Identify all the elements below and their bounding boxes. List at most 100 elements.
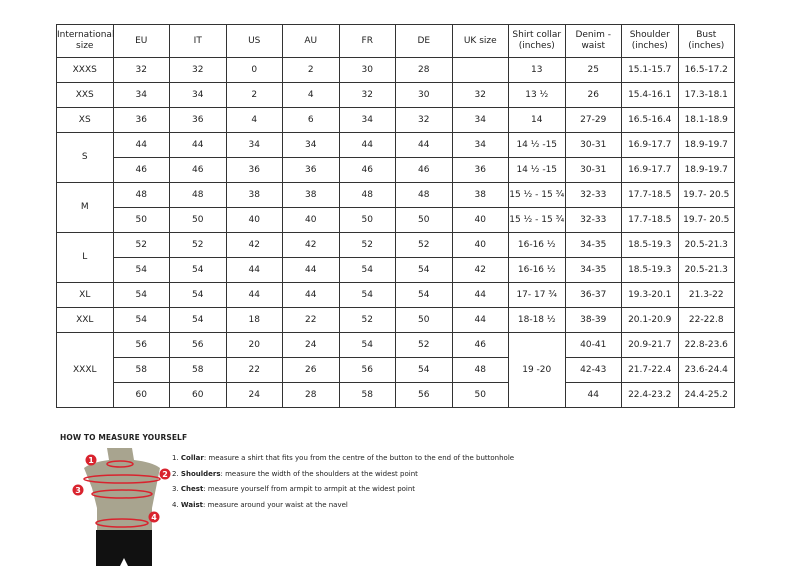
table-cell: 20.5-21.3: [677, 232, 735, 258]
table-cell: 34: [169, 82, 227, 108]
table-cell: 38: [225, 182, 283, 208]
size-chart-table: International size EU IT US AU FR DE UK size Shi…: [56, 24, 735, 408]
column-header: International size: [56, 24, 114, 58]
table-cell: 44: [451, 307, 509, 333]
table-cell: 17.7-18.5: [621, 182, 679, 208]
table-cell: 19.7- 20.5: [677, 207, 735, 233]
table-row: 54 54 44 44 54 54 42 16-16 ½ 34-35 18.5-19.3 20.5-…: [57, 257, 735, 283]
table-cell: 50: [169, 207, 227, 233]
table-cell: 22.8-23.6: [677, 332, 735, 358]
table-cell: 54: [395, 257, 453, 283]
table-row: XS 36 36 4 6 34 32 34 14 27-29 16.5-16.4 18.1-18.9: [56, 107, 735, 133]
table-cell: 16-16 ½: [508, 257, 566, 283]
marker-2: [159, 468, 171, 480]
table-cell: 34-35: [564, 232, 622, 258]
size-cell: XXS: [56, 82, 114, 108]
table-cell: 34: [451, 107, 509, 133]
table-cell: 24.4-25.2: [677, 382, 735, 408]
table-cell: 42: [225, 232, 283, 258]
table-cell: 16.5-17.2: [677, 57, 735, 83]
table-cell: 13: [508, 57, 566, 83]
table-cell: 32: [112, 57, 170, 83]
table-cell: 54: [169, 307, 227, 333]
table-cell: 34: [282, 132, 340, 158]
table-cell: 23.6-24.4: [677, 357, 735, 383]
table-cell: 46: [169, 157, 227, 183]
table-cell: 46: [395, 157, 453, 183]
column-header: UK size: [451, 24, 509, 58]
column-header: FR: [338, 24, 396, 58]
table-cell: 18.9-19.7: [677, 157, 735, 183]
table-cell: 54: [169, 257, 227, 283]
size-cell: M: [56, 182, 114, 233]
table-cell: 44: [282, 282, 340, 308]
marker-1: [85, 454, 97, 466]
table-cell: 22-22.8: [677, 307, 735, 333]
table-cell: 36: [169, 107, 227, 133]
table-cell: 14: [508, 107, 566, 133]
column-header: Bust (inches): [677, 24, 735, 58]
table-cell: 26: [564, 82, 622, 108]
table-cell: 50: [112, 207, 170, 233]
table-cell: 44: [225, 282, 283, 308]
marker-1-label: 1: [88, 456, 94, 465]
table-cell: 46: [338, 157, 396, 183]
table-cell: 30-31: [564, 132, 622, 158]
table-cell: 30-31: [564, 157, 622, 183]
table-cell: 60: [169, 382, 227, 408]
marker-3-label: 3: [75, 486, 81, 495]
step-waist: 4. Waist: measure around your waist at t…: [172, 500, 348, 509]
table-cell: 48: [395, 182, 453, 208]
table-cell: 56: [395, 382, 453, 408]
table-row: XL 54 54 44 44 54 54 44 17- 17 ¾ 36-37 19.3-20.1 21…: [56, 282, 735, 308]
table-cell: 44: [282, 257, 340, 283]
table-cell: 54: [338, 332, 396, 358]
table-cell: 48: [112, 182, 170, 208]
table-cell: 34-35: [564, 257, 622, 283]
table-cell: 16.9-17.7: [621, 132, 679, 158]
column-header: US: [225, 24, 283, 58]
table-cell: 14 ½ -15: [508, 157, 566, 183]
table-cell: 28: [395, 57, 453, 83]
table-cell: 2: [225, 82, 283, 108]
table-cell: 40-41: [564, 332, 622, 358]
table-cell: 42-43: [564, 357, 622, 383]
table-cell: [451, 57, 509, 83]
table-row: M 48 48 38 38 48 48 38 15 ½ - 15 ¾ 32-33 17.7-18.5…: [56, 182, 735, 233]
torso-measurement-illustration: 1 2 3 4: [72, 448, 171, 566]
step-shoulders: 2. Shoulders: measure the width of the s…: [172, 469, 418, 478]
table-cell: 54: [169, 282, 227, 308]
table-cell: 36: [451, 157, 509, 183]
table-cell: 34: [112, 82, 170, 108]
table-row: 58 58 22 26 56 54 48 42-43 21.7-22.4 23.6-24.4: [57, 357, 735, 383]
table-cell: 34: [451, 132, 509, 158]
table-cell: 16-16 ½: [508, 232, 566, 258]
table-cell: 20.5-21.3: [677, 257, 735, 283]
how-to-measure-title: HOW TO MEASURE YOURSELF: [60, 433, 188, 442]
table-cell: 21.3-22: [677, 282, 735, 308]
table-cell: 24: [225, 382, 283, 408]
table-cell: 18.5-19.3: [621, 257, 679, 283]
table-cell: 54: [338, 282, 396, 308]
table-cell: 36-37: [564, 282, 622, 308]
table-cell: 19.3-20.1: [621, 282, 679, 308]
table-cell: 17- 17 ¾: [508, 282, 566, 308]
table-cell: 14 ½ -15: [508, 132, 566, 158]
size-cell: XXL: [56, 307, 114, 333]
size-cell: XXXS: [56, 57, 114, 83]
table-cell: 56: [112, 332, 170, 358]
table-cell: 54: [338, 257, 396, 283]
table-cell: 56: [338, 357, 396, 383]
table-cell: 50: [395, 307, 453, 333]
table-cell: 28: [282, 382, 340, 408]
table-cell: 24: [282, 332, 340, 358]
step-collar: 1. Collar: measure a shirt that fits you…: [172, 454, 515, 462]
table-cell: 56: [169, 332, 227, 358]
table-cell: 18-18 ½: [508, 307, 566, 333]
header-row: International size EU IT US AU FR DE UK size Shi…: [56, 24, 735, 58]
column-header: Shirt collar (inches): [508, 24, 566, 58]
table-cell: 52: [169, 232, 227, 258]
table-cell: 54: [112, 307, 170, 333]
table-cell: 22.4-23.2: [621, 382, 679, 408]
table-cell: 15 ½ - 15 ¾: [508, 207, 566, 233]
